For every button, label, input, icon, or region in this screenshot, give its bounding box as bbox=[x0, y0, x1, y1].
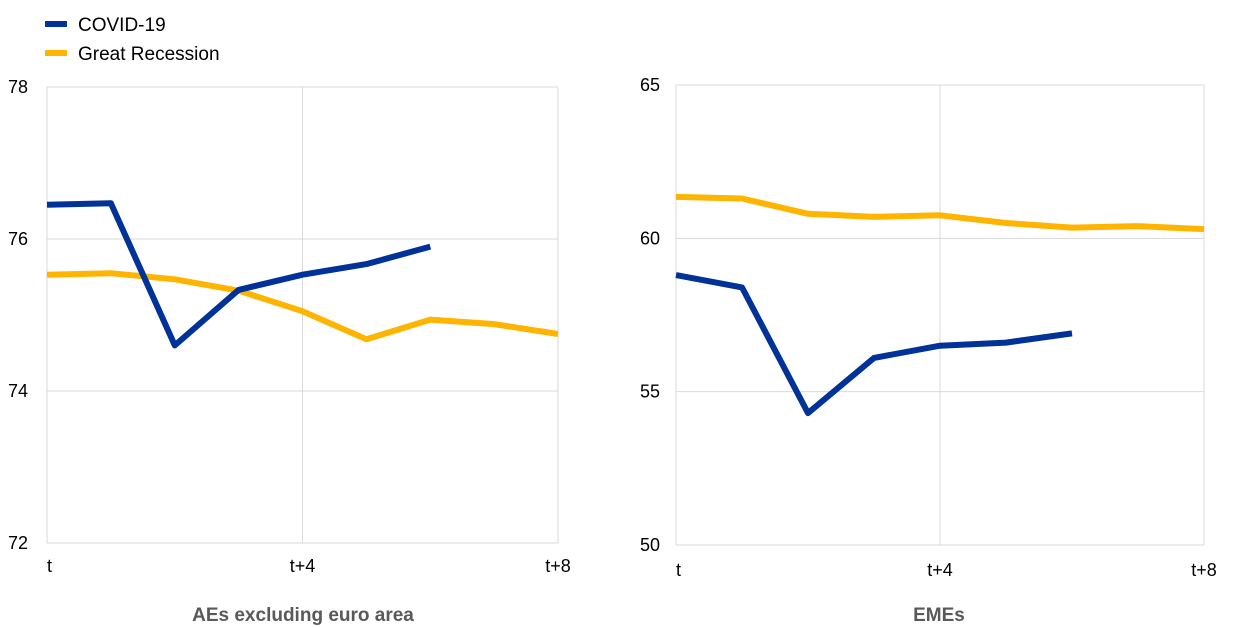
x-tick-label: t bbox=[676, 560, 681, 580]
y-tick-label: 60 bbox=[640, 228, 660, 248]
y-tick-label: 65 bbox=[640, 75, 660, 95]
legend: COVID-19 Great Recession bbox=[45, 15, 220, 65]
y-tick-label: 55 bbox=[640, 382, 660, 402]
y-tick-label: 78 bbox=[8, 77, 28, 97]
series-line-great-recession bbox=[675, 193, 1205, 233]
panel-aes-excluding-euro-area: 72 74 76 78 t t+4 t+8 AEs excluding euro area bbox=[8, 77, 571, 626]
y-tick-label: 72 bbox=[8, 533, 28, 553]
series-line-covid-19 bbox=[46, 200, 432, 349]
y-tick-label: 50 bbox=[640, 535, 660, 555]
panel-title: EMEs bbox=[913, 605, 965, 626]
panel-title: AEs excluding euro area bbox=[192, 605, 414, 626]
series-line-great-recession bbox=[46, 270, 559, 343]
series-line-covid-19 bbox=[675, 272, 1073, 417]
x-tick-label: t+8 bbox=[1191, 560, 1217, 580]
x-tick-label: t+4 bbox=[927, 560, 953, 580]
x-tick-label: t+4 bbox=[290, 556, 316, 576]
panel-emes: 50 55 60 65 t t+4 t+8 EMEs bbox=[640, 75, 1217, 626]
x-tick-label: t bbox=[47, 556, 52, 576]
legend-label-covid-19: COVID-19 bbox=[78, 15, 166, 36]
legend-label-great-recession: Great Recession bbox=[78, 44, 220, 65]
x-tick-label: t+8 bbox=[545, 556, 571, 576]
y-tick-label: 76 bbox=[8, 229, 28, 249]
y-tick-label: 74 bbox=[8, 381, 28, 401]
